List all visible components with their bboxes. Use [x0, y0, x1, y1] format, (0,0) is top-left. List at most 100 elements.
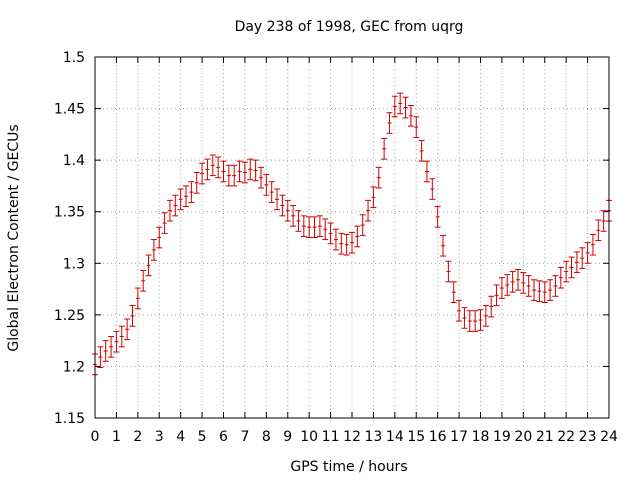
data-point — [370, 186, 377, 209]
x-tick-label: 19 — [493, 429, 511, 445]
data-point — [290, 205, 297, 227]
x-tick-label: 7 — [240, 429, 249, 445]
x-tick-label: 5 — [198, 429, 207, 445]
data-point — [177, 188, 184, 211]
data-point — [252, 159, 259, 182]
data-point — [268, 181, 275, 203]
x-tick-label: 11 — [322, 429, 340, 445]
data-point — [493, 284, 500, 307]
data-point — [397, 92, 404, 115]
data-series — [92, 92, 612, 376]
y-axis-label: Global Electron Content / GECUs — [6, 124, 22, 351]
data-point — [193, 172, 200, 194]
data-point — [579, 247, 586, 269]
data-point — [241, 161, 248, 184]
data-point — [509, 271, 516, 293]
data-point — [124, 318, 131, 341]
y-tick-label: 1.3 — [63, 256, 85, 272]
data-point — [113, 330, 120, 353]
data-point — [434, 206, 441, 228]
x-tick-label: 6 — [219, 429, 228, 445]
data-point — [274, 188, 281, 211]
x-tick-label: 24 — [600, 429, 618, 445]
data-point — [225, 164, 232, 187]
data-point — [547, 279, 554, 301]
data-point — [220, 160, 227, 183]
data-point — [466, 310, 473, 332]
x-tick-label: 23 — [579, 429, 597, 445]
data-point — [589, 233, 596, 256]
data-point — [488, 295, 495, 318]
x-tick-label: 16 — [429, 429, 447, 445]
data-point — [327, 222, 334, 245]
data-point — [263, 174, 270, 196]
data-point — [498, 277, 505, 299]
x-tick-label: 20 — [514, 429, 532, 445]
x-tick-label: 18 — [472, 429, 490, 445]
data-point — [354, 225, 361, 248]
data-point — [407, 104, 414, 127]
y-tick-label: 1.45 — [54, 102, 85, 118]
x-tick-label: 4 — [176, 429, 185, 445]
data-point — [145, 254, 152, 277]
data-point — [536, 280, 543, 302]
data-point — [386, 112, 393, 134]
x-axis-label: GPS time / hours — [290, 459, 407, 475]
data-point — [300, 215, 307, 237]
data-point — [600, 210, 607, 232]
data-point — [520, 272, 527, 294]
data-point — [595, 219, 602, 242]
data-point — [161, 212, 168, 234]
data-point — [568, 256, 575, 279]
data-point — [557, 266, 564, 289]
data-point — [236, 160, 243, 183]
data-point — [413, 116, 420, 138]
data-point — [477, 309, 484, 331]
data-point — [445, 260, 452, 283]
data-point — [504, 274, 511, 296]
data-point — [338, 232, 345, 255]
data-point — [541, 281, 548, 303]
data-point — [204, 158, 211, 181]
data-point — [172, 194, 179, 217]
y-tick-label: 1.5 — [63, 50, 85, 66]
data-point — [134, 287, 141, 310]
data-point — [215, 156, 222, 179]
data-point — [450, 281, 457, 303]
data-point — [306, 216, 313, 238]
data-point — [199, 162, 206, 185]
data-point — [247, 158, 254, 181]
x-tick-label: 8 — [262, 429, 271, 445]
data-point — [584, 242, 591, 264]
plot-frame — [94, 56, 610, 419]
data-point — [150, 239, 157, 261]
grid-lines — [94, 56, 610, 419]
data-point — [423, 160, 430, 183]
data-point — [391, 95, 398, 118]
data-point — [552, 275, 559, 297]
x-tick-label: 2 — [133, 429, 142, 445]
data-point — [573, 251, 580, 274]
data-point — [97, 346, 104, 368]
data-point — [418, 140, 425, 162]
chart-title: Day 238 of 1998, GEC from uqrg — [235, 19, 464, 35]
data-point — [118, 325, 125, 348]
data-point — [563, 260, 570, 283]
data-point — [349, 231, 355, 254]
data-point — [284, 199, 291, 222]
y-tick-labels: 1.15 1.2 1.25 1.3 1.35 1.4 1.45 1.5 — [54, 50, 85, 427]
data-point — [381, 137, 388, 160]
data-point — [525, 275, 532, 297]
y-tick-label: 1.15 — [54, 411, 85, 427]
x-tick-label: 17 — [450, 429, 468, 445]
data-point — [209, 154, 216, 177]
data-point — [375, 166, 382, 189]
y-tick-label: 1.25 — [54, 308, 85, 324]
x-tick-labels: 0 1 2 3 4 5 6 7 8 9 10 11 12 13 14 15 16 17 18 19 20 21 22 23 24 — [91, 429, 618, 445]
data-point — [102, 340, 109, 362]
data-point — [343, 233, 350, 256]
x-tick-label: 22 — [557, 429, 575, 445]
data-point — [166, 199, 173, 222]
data-point — [359, 214, 366, 236]
